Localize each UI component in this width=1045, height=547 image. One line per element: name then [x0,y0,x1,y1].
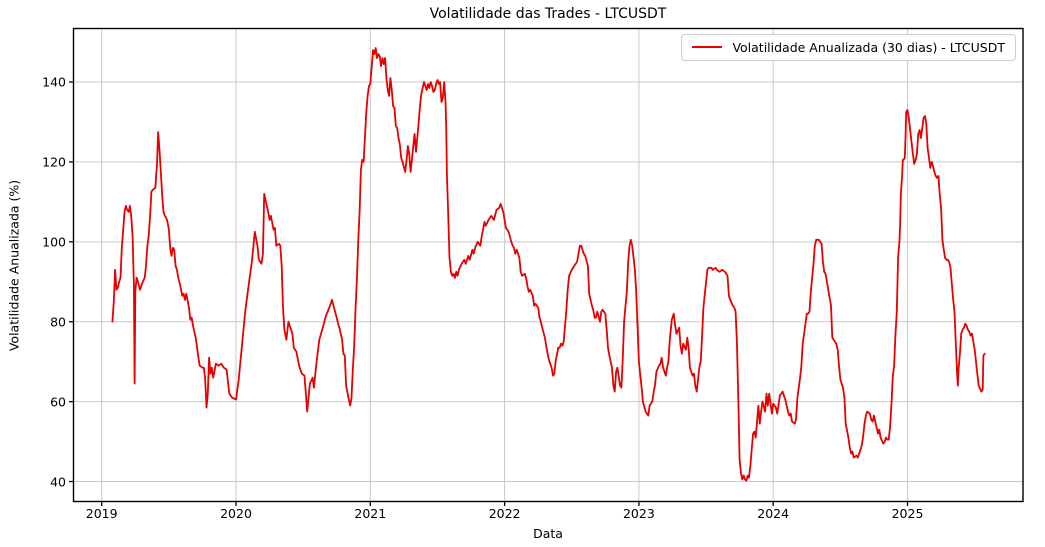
legend-box: Volatilidade Anualizada (30 dias) - LTCU… [681,33,1016,61]
grid-lines [73,28,1023,502]
legend-line-swatch [692,46,723,48]
x-tick-label: 2020 [220,506,252,521]
y-tick-label: 40 [50,474,66,490]
plot-border [72,27,1024,503]
x-tick-label: 2022 [488,506,521,521]
volatility-line-series [111,47,986,482]
legend-label: Volatilidade Anualizada (30 dias) - LTCU… [732,39,1005,55]
x-tick-label: 2023 [622,506,655,521]
y-tick-label: 100 [42,234,66,250]
y-tick-label: 120 [42,154,66,170]
tick-marks [69,81,909,506]
y-tick-label: 80 [50,314,66,330]
x-axis-label: Data [533,526,563,541]
y-axis-label: Volatilidade Anualizada (%) [6,179,22,352]
x-tick-label: 2024 [757,506,790,521]
y-tick-label: 60 [50,394,66,410]
x-tick-label: 2019 [85,506,118,521]
x-tick-label: 2021 [354,506,387,521]
y-tick-label: 140 [42,74,66,90]
x-tick-label: 2025 [891,506,924,521]
chart-title: Volatilidade das Trades - LTCUSDT [429,6,667,22]
